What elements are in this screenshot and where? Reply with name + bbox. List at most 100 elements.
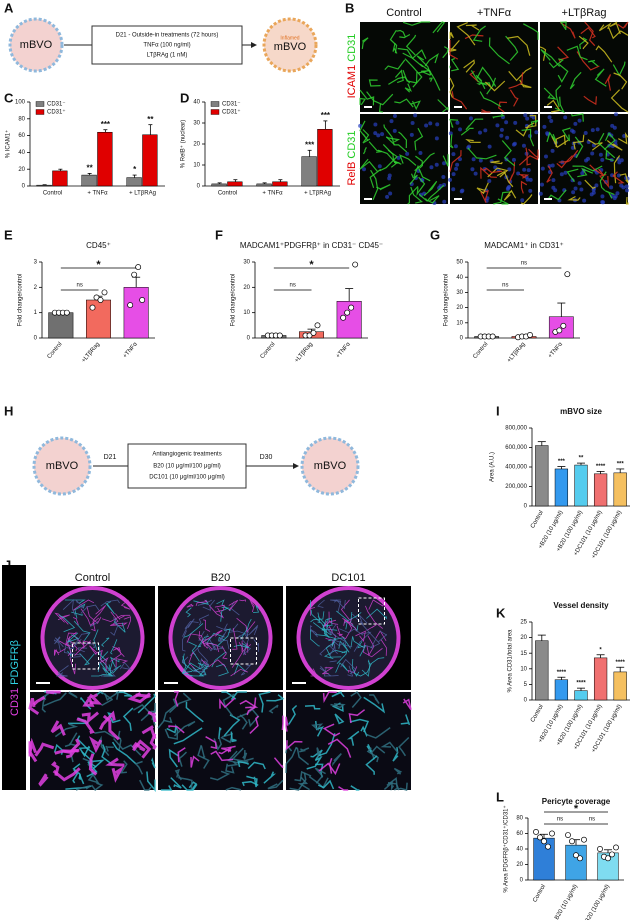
y-tick-label: 10 — [456, 320, 463, 326]
vessel-texture — [337, 623, 353, 640]
bracket-label: * — [309, 259, 314, 271]
organoid-image — [40, 586, 145, 690]
nucleus-texture — [405, 151, 410, 156]
vessel-texture — [304, 704, 321, 710]
vessel-texture — [352, 613, 368, 625]
vessel-texture — [362, 642, 383, 658]
vessel-texture — [240, 664, 252, 676]
vessel-texture — [554, 96, 566, 114]
data-point — [489, 333, 496, 340]
vessel-texture — [147, 710, 157, 723]
vessel-texture — [362, 147, 367, 155]
significance: **** — [596, 464, 606, 470]
vessel-texture — [72, 599, 95, 611]
vessel-texture — [110, 647, 122, 662]
y-tick-label: 1 — [34, 310, 38, 316]
vessel-texture — [184, 621, 199, 629]
vessel-texture — [588, 59, 599, 67]
scale-bar — [36, 682, 50, 684]
data-point — [139, 297, 146, 303]
bar — [126, 177, 142, 187]
legend-label: CD31⁻ — [47, 102, 66, 108]
vessel-texture — [139, 779, 152, 791]
vessel-texture — [100, 599, 120, 607]
vessel-texture — [208, 604, 225, 619]
nucleus-texture — [547, 115, 552, 120]
bar — [574, 690, 588, 701]
vessel-texture — [503, 189, 517, 201]
column-header: +TNFα — [477, 7, 512, 19]
scale-bar — [454, 106, 462, 108]
vessel-texture — [572, 165, 603, 172]
scale-bar — [364, 198, 372, 200]
vessel-texture — [368, 79, 381, 87]
vessel-texture — [599, 171, 607, 192]
scale-bar — [364, 106, 372, 108]
data-point — [560, 322, 567, 329]
nucleus-texture — [457, 157, 462, 162]
data-point — [101, 289, 108, 296]
vessel-texture — [366, 726, 391, 739]
vessel-texture — [110, 617, 119, 636]
vessel-texture — [188, 641, 200, 662]
vessel-texture — [402, 69, 418, 84]
x-tick-label: +TNFα — [547, 341, 564, 360]
vessel-texture — [182, 662, 202, 677]
row-label: RelB CD31 — [346, 130, 358, 185]
vessel-texture — [98, 644, 108, 662]
nucleus-texture — [477, 130, 482, 135]
nucleus-texture — [571, 129, 576, 134]
vessel-texture — [88, 736, 103, 754]
data-point — [605, 855, 611, 862]
bar — [36, 184, 52, 187]
x-tick-label: + B20 (10 μg/ml) — [552, 884, 580, 920]
vessel-texture — [28, 737, 38, 763]
nucleus-texture — [428, 121, 433, 126]
vessel-texture — [215, 663, 229, 677]
nucleus-texture — [545, 131, 550, 136]
y-tick-label: 25 — [520, 620, 527, 626]
nucleus-texture — [487, 144, 492, 149]
vessel-texture — [81, 711, 100, 724]
vessel-texture — [318, 733, 336, 757]
vessel-texture — [418, 193, 428, 202]
vessel-texture — [520, 180, 528, 194]
vessel-texture — [505, 35, 519, 61]
vessel-texture — [76, 717, 95, 735]
y-tick-label: 0 — [247, 336, 251, 342]
y-tick-label: 600,000 — [505, 445, 527, 451]
data-point — [63, 309, 70, 316]
zoom-box — [72, 642, 99, 670]
nucleus-texture — [551, 178, 556, 183]
organoid-icon — [8, 17, 64, 73]
vessel-texture — [318, 762, 341, 776]
vessel-texture — [231, 747, 254, 762]
vessel-texture — [168, 725, 185, 734]
nucleus-texture — [389, 119, 394, 124]
vessel-texture — [476, 82, 491, 87]
vessel-texture — [370, 745, 386, 760]
vessel-texture — [310, 628, 319, 638]
vessel-texture — [578, 35, 589, 50]
y-tick-label: 0 — [460, 336, 464, 342]
panel-letter: C — [4, 90, 14, 105]
y-tick-label: 3 — [34, 260, 38, 266]
y-tick-label: 40 — [193, 100, 200, 106]
bar — [613, 671, 627, 701]
bar — [574, 464, 588, 507]
vessel-texture — [359, 120, 369, 142]
panel-letter: K — [496, 605, 506, 620]
y-tick-label: 20 — [456, 305, 463, 311]
legend-swatch — [210, 109, 220, 115]
vessel-texture — [140, 703, 156, 722]
vessel-texture — [28, 697, 40, 715]
vessel-texture — [317, 779, 335, 790]
bar — [593, 473, 608, 507]
nucleus-texture — [413, 113, 418, 118]
bar — [317, 129, 333, 187]
vessel-texture — [365, 755, 378, 775]
vessel-texture — [228, 599, 239, 611]
vessel-texture — [384, 59, 406, 71]
nucleus-texture — [409, 132, 414, 137]
vessel-texture — [240, 618, 252, 640]
